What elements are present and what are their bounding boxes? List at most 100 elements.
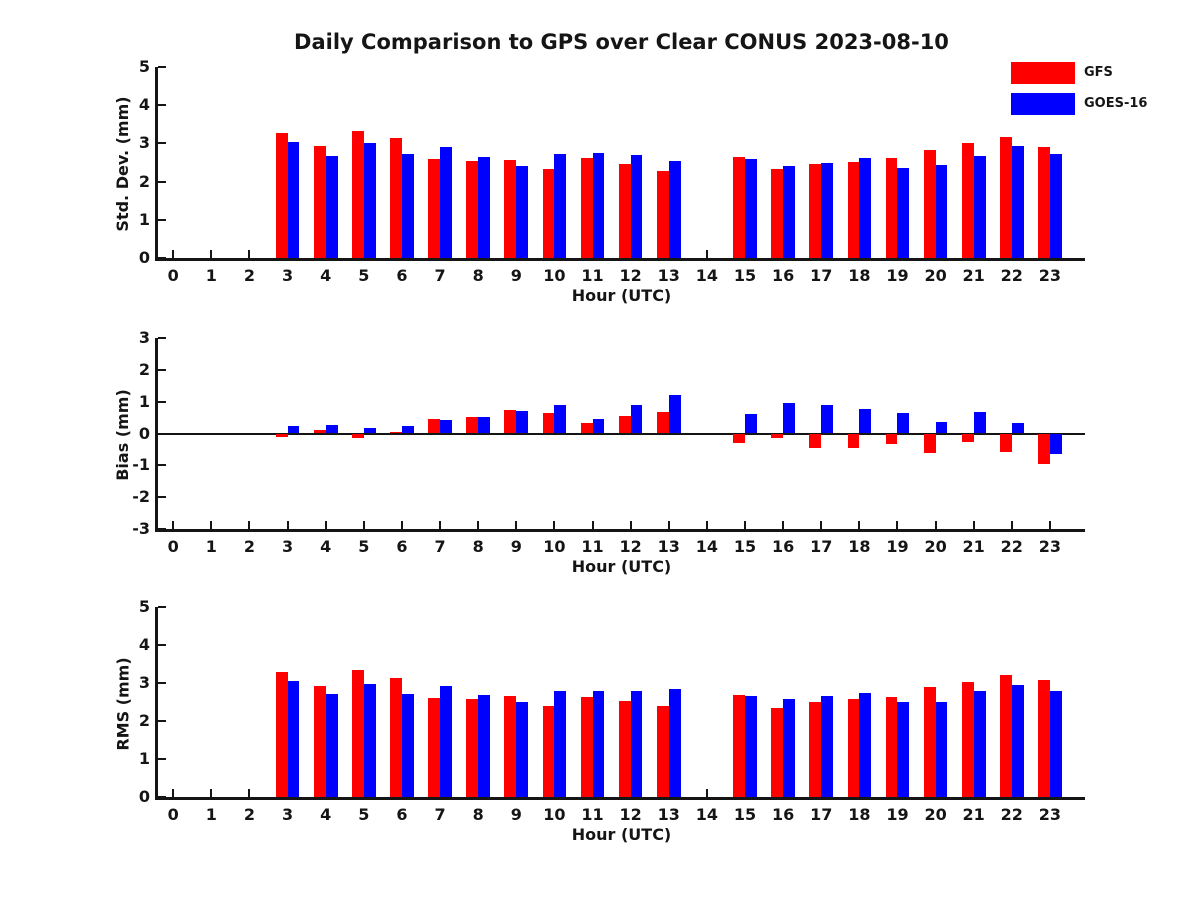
- x-tick: [591, 521, 594, 529]
- bar-gfs: [733, 156, 745, 258]
- x-tick-label: 5: [358, 805, 370, 824]
- x-tick: [172, 789, 175, 797]
- y-tick: [158, 180, 166, 183]
- x-tick-label: 7: [434, 537, 446, 556]
- x-tick-label: 17: [810, 537, 833, 556]
- x-tick-label: 23: [1038, 537, 1062, 556]
- bar-goes16: [744, 414, 757, 434]
- x-tick-label: 21: [962, 537, 985, 556]
- bar-goes16: [744, 695, 757, 797]
- bar-goes16: [287, 681, 300, 797]
- y-tick-label: 2: [138, 711, 150, 730]
- x-tick-label: 11: [581, 537, 604, 556]
- bar-gfs: [885, 696, 898, 797]
- y-tick: [158, 337, 166, 339]
- x-tick-label: 15: [733, 537, 757, 556]
- bar-gfs: [466, 698, 479, 797]
- bar-gfs: [504, 695, 517, 797]
- x-tick: [477, 521, 480, 529]
- bar-goes16: [630, 690, 643, 797]
- bar-gfs: [809, 702, 822, 797]
- bar-gfs: [809, 164, 822, 258]
- x-tick-label: 12: [619, 805, 642, 824]
- y-axis: [155, 67, 158, 261]
- x-tick-label: 22: [1000, 266, 1023, 285]
- bar-gfs: [885, 158, 898, 258]
- bar-gfs: [999, 137, 1012, 258]
- y-tick: [158, 720, 166, 722]
- x-tick-label: 8: [472, 537, 484, 556]
- y-tick-label: 1: [138, 749, 150, 768]
- bar-goes16: [363, 427, 376, 434]
- bar-gfs: [1038, 680, 1050, 797]
- bar-goes16: [478, 156, 490, 258]
- bar-goes16: [554, 154, 567, 258]
- y-tick-label: -2: [132, 487, 150, 507]
- bar-goes16: [783, 165, 795, 258]
- x-tick: [743, 521, 746, 529]
- y-tick-label: -1: [132, 455, 150, 475]
- y-axis: [155, 607, 158, 800]
- bar-goes16: [363, 143, 376, 258]
- bar-goes16: [1011, 423, 1024, 434]
- bar-goes16: [592, 691, 605, 797]
- x-tick-label: 4: [320, 266, 332, 285]
- y-tick-label: 4: [138, 95, 150, 115]
- x-tick-label: 1: [205, 266, 217, 285]
- bar-goes16: [325, 155, 338, 258]
- bar-goes16: [973, 411, 986, 434]
- x-tick: [400, 521, 403, 529]
- bar-gfs: [656, 170, 669, 258]
- x-axis-label: Hour (UTC): [571, 286, 672, 305]
- x-tick-label: 23: [1038, 266, 1062, 285]
- y-tick: [158, 682, 166, 684]
- x-tick: [172, 521, 175, 529]
- bar-gfs: [961, 682, 974, 797]
- bar-gfs: [428, 419, 441, 434]
- y-tick-label: 0: [138, 423, 150, 443]
- legend-item-gfs: GFS: [1011, 62, 1147, 84]
- y-tick-label: 5: [138, 57, 150, 76]
- x-tick: [515, 521, 518, 529]
- x-tick-label: 23: [1038, 805, 1062, 824]
- x-tick-label: 13: [657, 537, 680, 556]
- x-tick: [934, 521, 937, 529]
- bar-goes16: [516, 411, 529, 434]
- bar-gfs: [390, 138, 402, 258]
- x-tick-label: 0: [167, 266, 179, 285]
- x-tick: [1010, 521, 1013, 529]
- legend-label-gfs: GFS: [1084, 65, 1113, 80]
- x-tick-label: 10: [543, 537, 566, 556]
- bar-gfs: [1038, 433, 1050, 464]
- bar-gfs: [313, 429, 326, 434]
- bar-gfs: [428, 697, 441, 797]
- chart-title: Daily Comparison to GPS over Clear CONUS…: [294, 30, 949, 54]
- x-tick: [248, 789, 251, 797]
- y-tick: [158, 257, 166, 259]
- x-tick: [972, 521, 975, 529]
- bar-gfs: [923, 150, 936, 258]
- x-tick-label: 17: [810, 266, 833, 285]
- legend-swatch-goes16-icon: [1011, 93, 1075, 115]
- x-tick-label: 9: [510, 805, 522, 824]
- x-tick-label: 13: [657, 805, 680, 824]
- x-tick-label: 0: [167, 805, 179, 824]
- bar-gfs: [504, 410, 517, 434]
- bar-gfs: [390, 677, 402, 797]
- x-tick-label: 14: [695, 266, 718, 285]
- y-tick-label: 1: [138, 391, 150, 411]
- bar-goes16: [859, 408, 872, 434]
- x-tick-label: 20: [924, 537, 947, 556]
- bar-gfs: [618, 164, 631, 258]
- bar-gfs: [580, 422, 593, 434]
- x-tick-label: 3: [282, 805, 294, 824]
- y-tick: [158, 464, 166, 467]
- x-tick-label: 13: [657, 266, 680, 285]
- y-tick: [158, 606, 166, 608]
- bar-goes16: [1049, 433, 1062, 454]
- x-tick-label: 19: [886, 537, 909, 556]
- bar-gfs: [656, 411, 669, 434]
- bar-gfs: [923, 433, 936, 454]
- x-tick-label: 22: [1000, 537, 1023, 556]
- x-tick: [439, 521, 442, 529]
